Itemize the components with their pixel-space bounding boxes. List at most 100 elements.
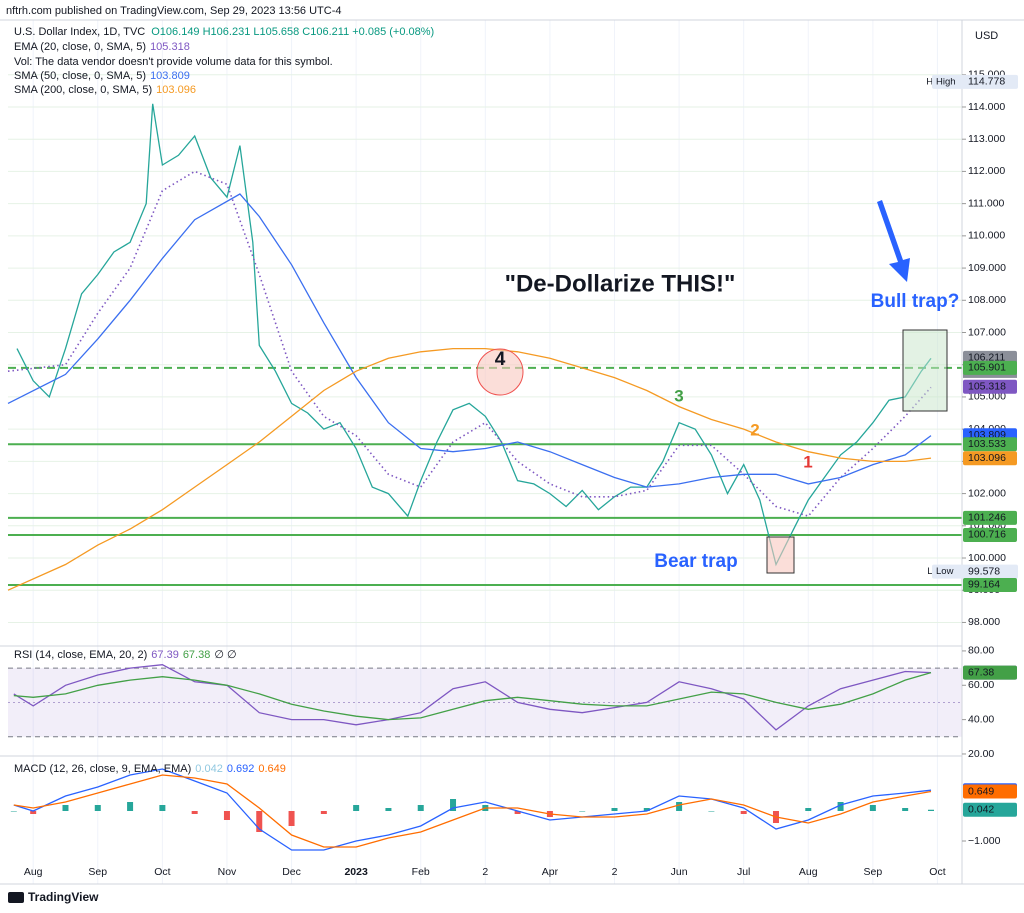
histogram-bar: [127, 802, 134, 811]
x-tick-label: 2: [612, 866, 618, 878]
bull-box: [902, 329, 948, 412]
annotation: 1: [803, 452, 812, 471]
price-badge-label: 103.533: [968, 438, 1006, 450]
legend-item: SMA (200, close, 0, SMA, 5) 103.096: [14, 84, 196, 96]
y-tick-label: 108.000: [968, 294, 1006, 306]
histogram-bar: [514, 811, 521, 814]
legend-value: 0.692: [227, 763, 255, 775]
price-tag: High: [936, 76, 956, 87]
legend-extra: ∅ ∅: [214, 649, 236, 661]
histogram-bar: [10, 811, 17, 812]
bear-box: [766, 536, 795, 574]
x-tick-label: Jun: [671, 866, 688, 878]
legend-value: 103.809: [150, 70, 190, 82]
y-tick-label: 112.000: [968, 165, 1005, 177]
price-badge: [963, 451, 1017, 466]
price-badge: [963, 527, 1017, 542]
legend-note: Vol: The data vendor doesn't provide vol…: [14, 56, 333, 68]
y-tick-label: −1.000: [968, 835, 1001, 847]
price-axis: Aug Sep Oct Nov Dec 2023 Feb 2 Apr 2 Jun Jul Aug Sep O…: [24, 69, 1018, 878]
price-badge-label: 99.164: [968, 579, 1000, 591]
legend-item: EMA (20, close, 0, SMA, 5) 105.318: [14, 41, 190, 53]
histogram-bar: [353, 805, 360, 811]
annotation: 2: [750, 420, 759, 439]
price-badge: [963, 510, 1017, 525]
histogram-bar: [450, 799, 457, 811]
y-tick-label: 107.000: [968, 326, 1006, 338]
histogram-bar: [256, 811, 263, 832]
histogram-bar: [94, 805, 101, 811]
price-badge-label: 114.778: [968, 76, 1005, 88]
price-badge-label: 100.716: [968, 529, 1006, 541]
series-line: [13, 664, 932, 731]
legend-value: O106.149 H106.231 L105.658 C106.211 +0.0…: [151, 26, 434, 38]
arrow: [877, 200, 910, 282]
legend-value: 67.38: [183, 649, 211, 661]
price-badge: [963, 437, 1017, 452]
legend-item: SMA (50, close, 0, SMA, 5) 103.809: [14, 70, 190, 82]
price-badge-label: 101.246: [968, 512, 1006, 524]
x-tick-label: Sep: [88, 866, 107, 878]
histogram-bar: [837, 802, 844, 811]
legend-name: MACD (12, 26, close, 9, EMA, EMA): [14, 763, 191, 775]
x-tick-label: Nov: [218, 866, 237, 878]
y-tick-label: 98.000: [968, 616, 1000, 628]
price-badge-label: 0.042: [968, 804, 994, 816]
series-line: [7, 347, 932, 591]
histogram-bar: [579, 811, 586, 812]
y-tick-label: 114.000: [968, 101, 1005, 113]
series-line: [13, 671, 932, 721]
price-badge-label: 105.318: [968, 380, 1006, 392]
price-tag: Low: [936, 566, 954, 577]
histogram-bar: [805, 808, 812, 811]
price-badge-label: 105.901: [968, 362, 1006, 374]
price-badge: [963, 784, 1017, 799]
x-tick-label: Aug: [24, 866, 43, 878]
x-tick-label: Dec: [282, 866, 301, 878]
price-badge-label: 67.38: [968, 666, 994, 678]
legend-value: 67.39: [151, 649, 179, 661]
x-tick-label: Oct: [929, 866, 945, 878]
footer-brand: TradingView: [28, 890, 99, 904]
histogram-bar: [643, 808, 650, 811]
legend-name: EMA (20, close, 0, SMA, 5): [14, 41, 146, 53]
histogram-bar: [320, 811, 327, 814]
price-badge: [932, 74, 1018, 89]
histogram-bar: [740, 811, 747, 814]
price-badge-label: 103.096: [968, 452, 1006, 464]
price-badge: [963, 577, 1017, 592]
legend-value: 0.042: [195, 763, 223, 775]
annotation: 3: [674, 386, 683, 405]
price-badge-label: 106.211: [968, 352, 1005, 364]
histogram-bar: [62, 805, 69, 811]
legend-item: MACD (12, 26, close, 9, EMA, EMA) 0.042 0.…: [14, 763, 286, 775]
histogram-bar: [417, 805, 424, 811]
legend-value: 105.318: [150, 41, 190, 53]
series-line: [13, 768, 932, 851]
y-tick-label: 113.000: [968, 133, 1005, 145]
y-tick-label: 109.000: [968, 262, 1006, 274]
header: nftrh.com published on TradingView.com, …: [6, 5, 342, 17]
histogram-bar: [159, 805, 166, 811]
x-tick-label: Sep: [864, 866, 883, 878]
x-tick-label: Aug: [799, 866, 818, 878]
price-badge: [963, 802, 1017, 817]
series-line: [7, 193, 932, 488]
histogram-bar: [869, 805, 876, 811]
histogram-bar: [927, 809, 934, 811]
annotation-title: "De-Dollarize THIS!": [505, 270, 736, 297]
histogram-bar: [708, 811, 715, 812]
annotation: Bull trap?: [871, 291, 960, 312]
histogram-bar: [902, 808, 909, 811]
x-tick-label: 2023: [344, 866, 368, 878]
highlight-circle: [476, 348, 524, 396]
x-tick-label: Apr: [542, 866, 559, 878]
y-tick-label: 60.00: [968, 679, 994, 691]
histogram-bar: [385, 808, 392, 811]
y-tick-label: 111.000: [968, 197, 1005, 209]
price-badge: [963, 360, 1017, 375]
histogram-bar: [191, 811, 198, 814]
